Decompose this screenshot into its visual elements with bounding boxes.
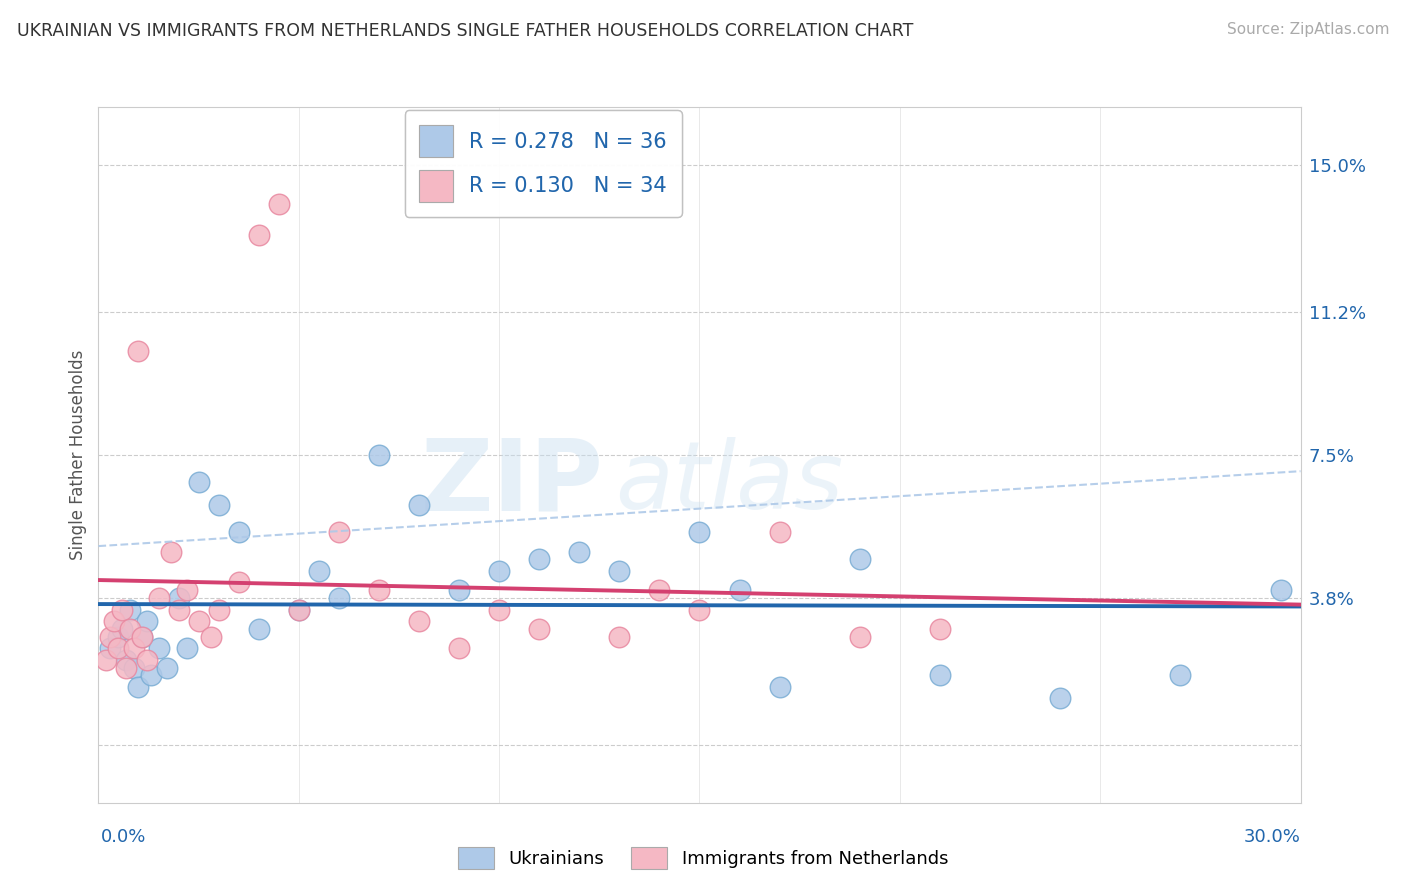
Text: Source: ZipAtlas.com: Source: ZipAtlas.com (1226, 22, 1389, 37)
Point (288, 602, 311, 616)
Legend: R = 0.278   N = 36, R = 0.130   N = 34: R = 0.278 N = 36, R = 0.130 N = 34 (405, 111, 682, 217)
Point (568, 544, 591, 558)
Point (228, 525, 250, 540)
Point (159, 544, 181, 558)
Point (124, 641, 146, 656)
Text: ZIP: ZIP (420, 434, 603, 532)
Point (131, 630, 153, 644)
Point (769, 525, 792, 540)
Point (107, 641, 129, 656)
Point (488, 602, 510, 616)
Point (247, 227, 270, 242)
Point (107, 630, 129, 644)
Point (135, 653, 157, 667)
Point (529, 552, 551, 566)
Point (100, 641, 122, 656)
Point (447, 641, 470, 656)
Point (200, 630, 222, 644)
Point (689, 525, 711, 540)
Point (849, 552, 872, 566)
Point (328, 525, 350, 540)
Point (115, 653, 138, 667)
Point (488, 564, 510, 578)
Point (128, 343, 150, 358)
Point (96, 653, 118, 667)
Point (368, 448, 391, 462)
Point (187, 475, 209, 489)
Point (929, 668, 952, 682)
Point (1170, 668, 1192, 682)
Text: 0.0%: 0.0% (101, 828, 146, 846)
Point (139, 668, 162, 682)
Text: atlas: atlas (616, 437, 844, 528)
Text: UKRAINIAN VS IMMIGRANTS FROM NETHERLANDS SINGLE FATHER HOUSEHOLDS CORRELATION CH: UKRAINIAN VS IMMIGRANTS FROM NETHERLANDS… (17, 22, 914, 40)
Point (308, 564, 330, 578)
Point (176, 641, 198, 656)
Point (769, 680, 792, 694)
Point (120, 602, 142, 616)
Point (728, 583, 751, 598)
Point (167, 602, 190, 616)
Point (124, 660, 146, 674)
Point (408, 614, 430, 628)
Point (228, 575, 250, 590)
Point (368, 583, 391, 598)
Point (100, 630, 122, 644)
Point (208, 498, 231, 512)
Point (176, 583, 198, 598)
Point (103, 614, 125, 628)
Point (1049, 691, 1071, 706)
Point (120, 622, 142, 636)
Point (155, 660, 177, 674)
Point (128, 680, 150, 694)
Point (447, 583, 470, 598)
Point (408, 498, 430, 512)
Point (115, 660, 138, 674)
Point (288, 602, 311, 616)
Point (247, 622, 270, 636)
Point (849, 630, 872, 644)
Point (167, 591, 190, 605)
Legend: Ukrainians, Immigrants from Netherlands: Ukrainians, Immigrants from Netherlands (450, 839, 956, 876)
Point (148, 641, 170, 656)
Text: 30.0%: 30.0% (1244, 828, 1301, 846)
Point (111, 622, 134, 636)
Point (328, 591, 350, 605)
Point (135, 614, 157, 628)
Point (648, 583, 671, 598)
Y-axis label: Single Father Households: Single Father Households (69, 350, 87, 560)
Point (609, 630, 631, 644)
Point (529, 622, 551, 636)
Point (131, 630, 153, 644)
Point (689, 602, 711, 616)
Point (267, 196, 290, 211)
Point (187, 614, 209, 628)
Point (148, 591, 170, 605)
Point (929, 622, 952, 636)
Point (1270, 583, 1292, 598)
Point (609, 564, 631, 578)
Point (111, 602, 134, 616)
Point (208, 602, 231, 616)
